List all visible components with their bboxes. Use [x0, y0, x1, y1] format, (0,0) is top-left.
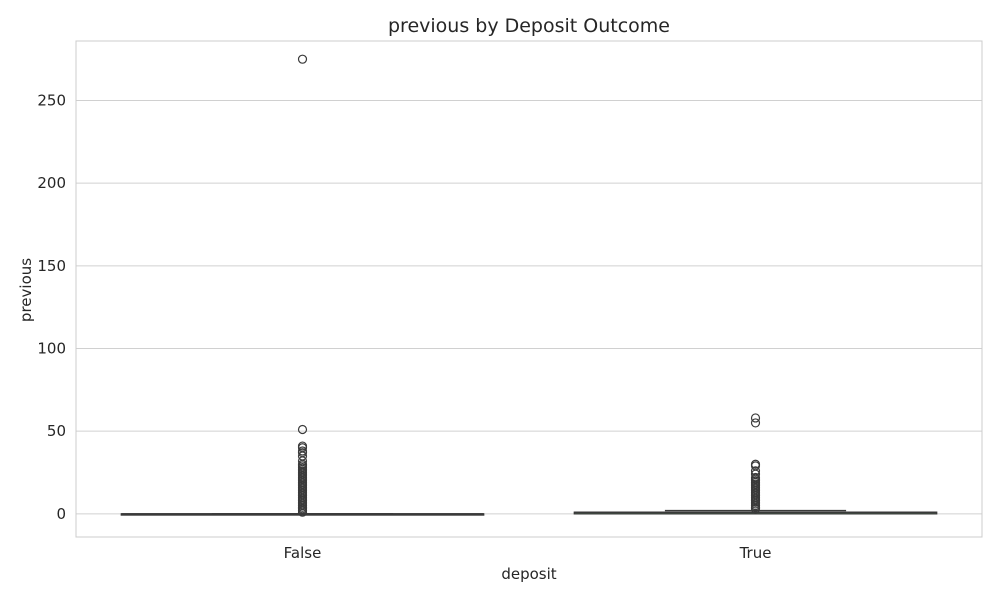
x-tick-labels: False True: [284, 544, 772, 562]
chart-title: previous by Deposit Outcome: [388, 15, 670, 37]
y-tick-labels: 0 50 100 150 200 250: [37, 92, 66, 523]
outlier-point: [750, 418, 761, 428]
y-axis-label: previous: [17, 258, 35, 322]
gridlines: [76, 100, 982, 515]
outlier-point: [297, 507, 308, 517]
x-axis-label: deposit: [501, 565, 556, 583]
y-tick-label: 200: [37, 174, 66, 192]
y-tick-label: 150: [37, 257, 66, 275]
y-tick-label: 250: [37, 92, 66, 110]
outlier-point: [297, 424, 308, 435]
outlier-point: [297, 54, 308, 64]
x-tick-label: False: [284, 544, 322, 562]
y-tick-label: 0: [56, 505, 66, 523]
outlier-point: [750, 413, 761, 423]
outlier-point: [750, 504, 761, 514]
x-tick-label: True: [739, 544, 772, 562]
box-group-false: [120, 54, 485, 517]
y-tick-label: 50: [47, 422, 66, 440]
y-tick-label: 100: [37, 340, 66, 358]
box-group-true: [573, 413, 938, 515]
boxes: [120, 54, 938, 517]
plot-frame: [75, 40, 983, 538]
